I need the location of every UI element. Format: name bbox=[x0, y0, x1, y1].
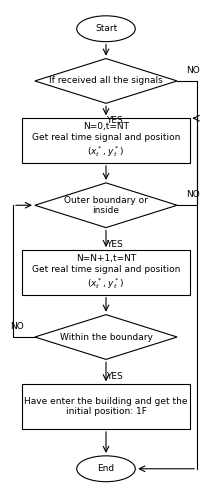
Ellipse shape bbox=[77, 456, 135, 481]
Polygon shape bbox=[35, 183, 177, 228]
Text: NO: NO bbox=[10, 322, 24, 330]
Text: NO: NO bbox=[186, 190, 200, 199]
Text: YES: YES bbox=[106, 116, 123, 125]
Text: YES: YES bbox=[106, 240, 123, 249]
Text: Have enter the building and get the
initial position: 1F: Have enter the building and get the init… bbox=[24, 397, 188, 416]
Ellipse shape bbox=[77, 16, 135, 42]
Text: Outer boundary or
inside: Outer boundary or inside bbox=[64, 196, 148, 215]
Text: If received all the signals: If received all the signals bbox=[49, 76, 163, 86]
Polygon shape bbox=[35, 58, 177, 104]
Text: N=0,t=NT
Get real time signal and position
($x_t^*$, $y_t^*$): N=0,t=NT Get real time signal and positi… bbox=[32, 122, 180, 159]
Polygon shape bbox=[35, 314, 177, 360]
FancyBboxPatch shape bbox=[22, 118, 190, 163]
Text: NO: NO bbox=[186, 66, 200, 74]
FancyBboxPatch shape bbox=[22, 250, 190, 294]
Text: N=N+1,t=NT
Get real time signal and position
($x_t^*$, $y_t^*$): N=N+1,t=NT Get real time signal and posi… bbox=[32, 254, 180, 290]
Text: YES: YES bbox=[106, 372, 123, 381]
Text: Within the boundary: Within the boundary bbox=[60, 332, 152, 342]
Text: End: End bbox=[98, 464, 114, 473]
Text: Start: Start bbox=[95, 24, 117, 33]
FancyBboxPatch shape bbox=[22, 384, 190, 429]
